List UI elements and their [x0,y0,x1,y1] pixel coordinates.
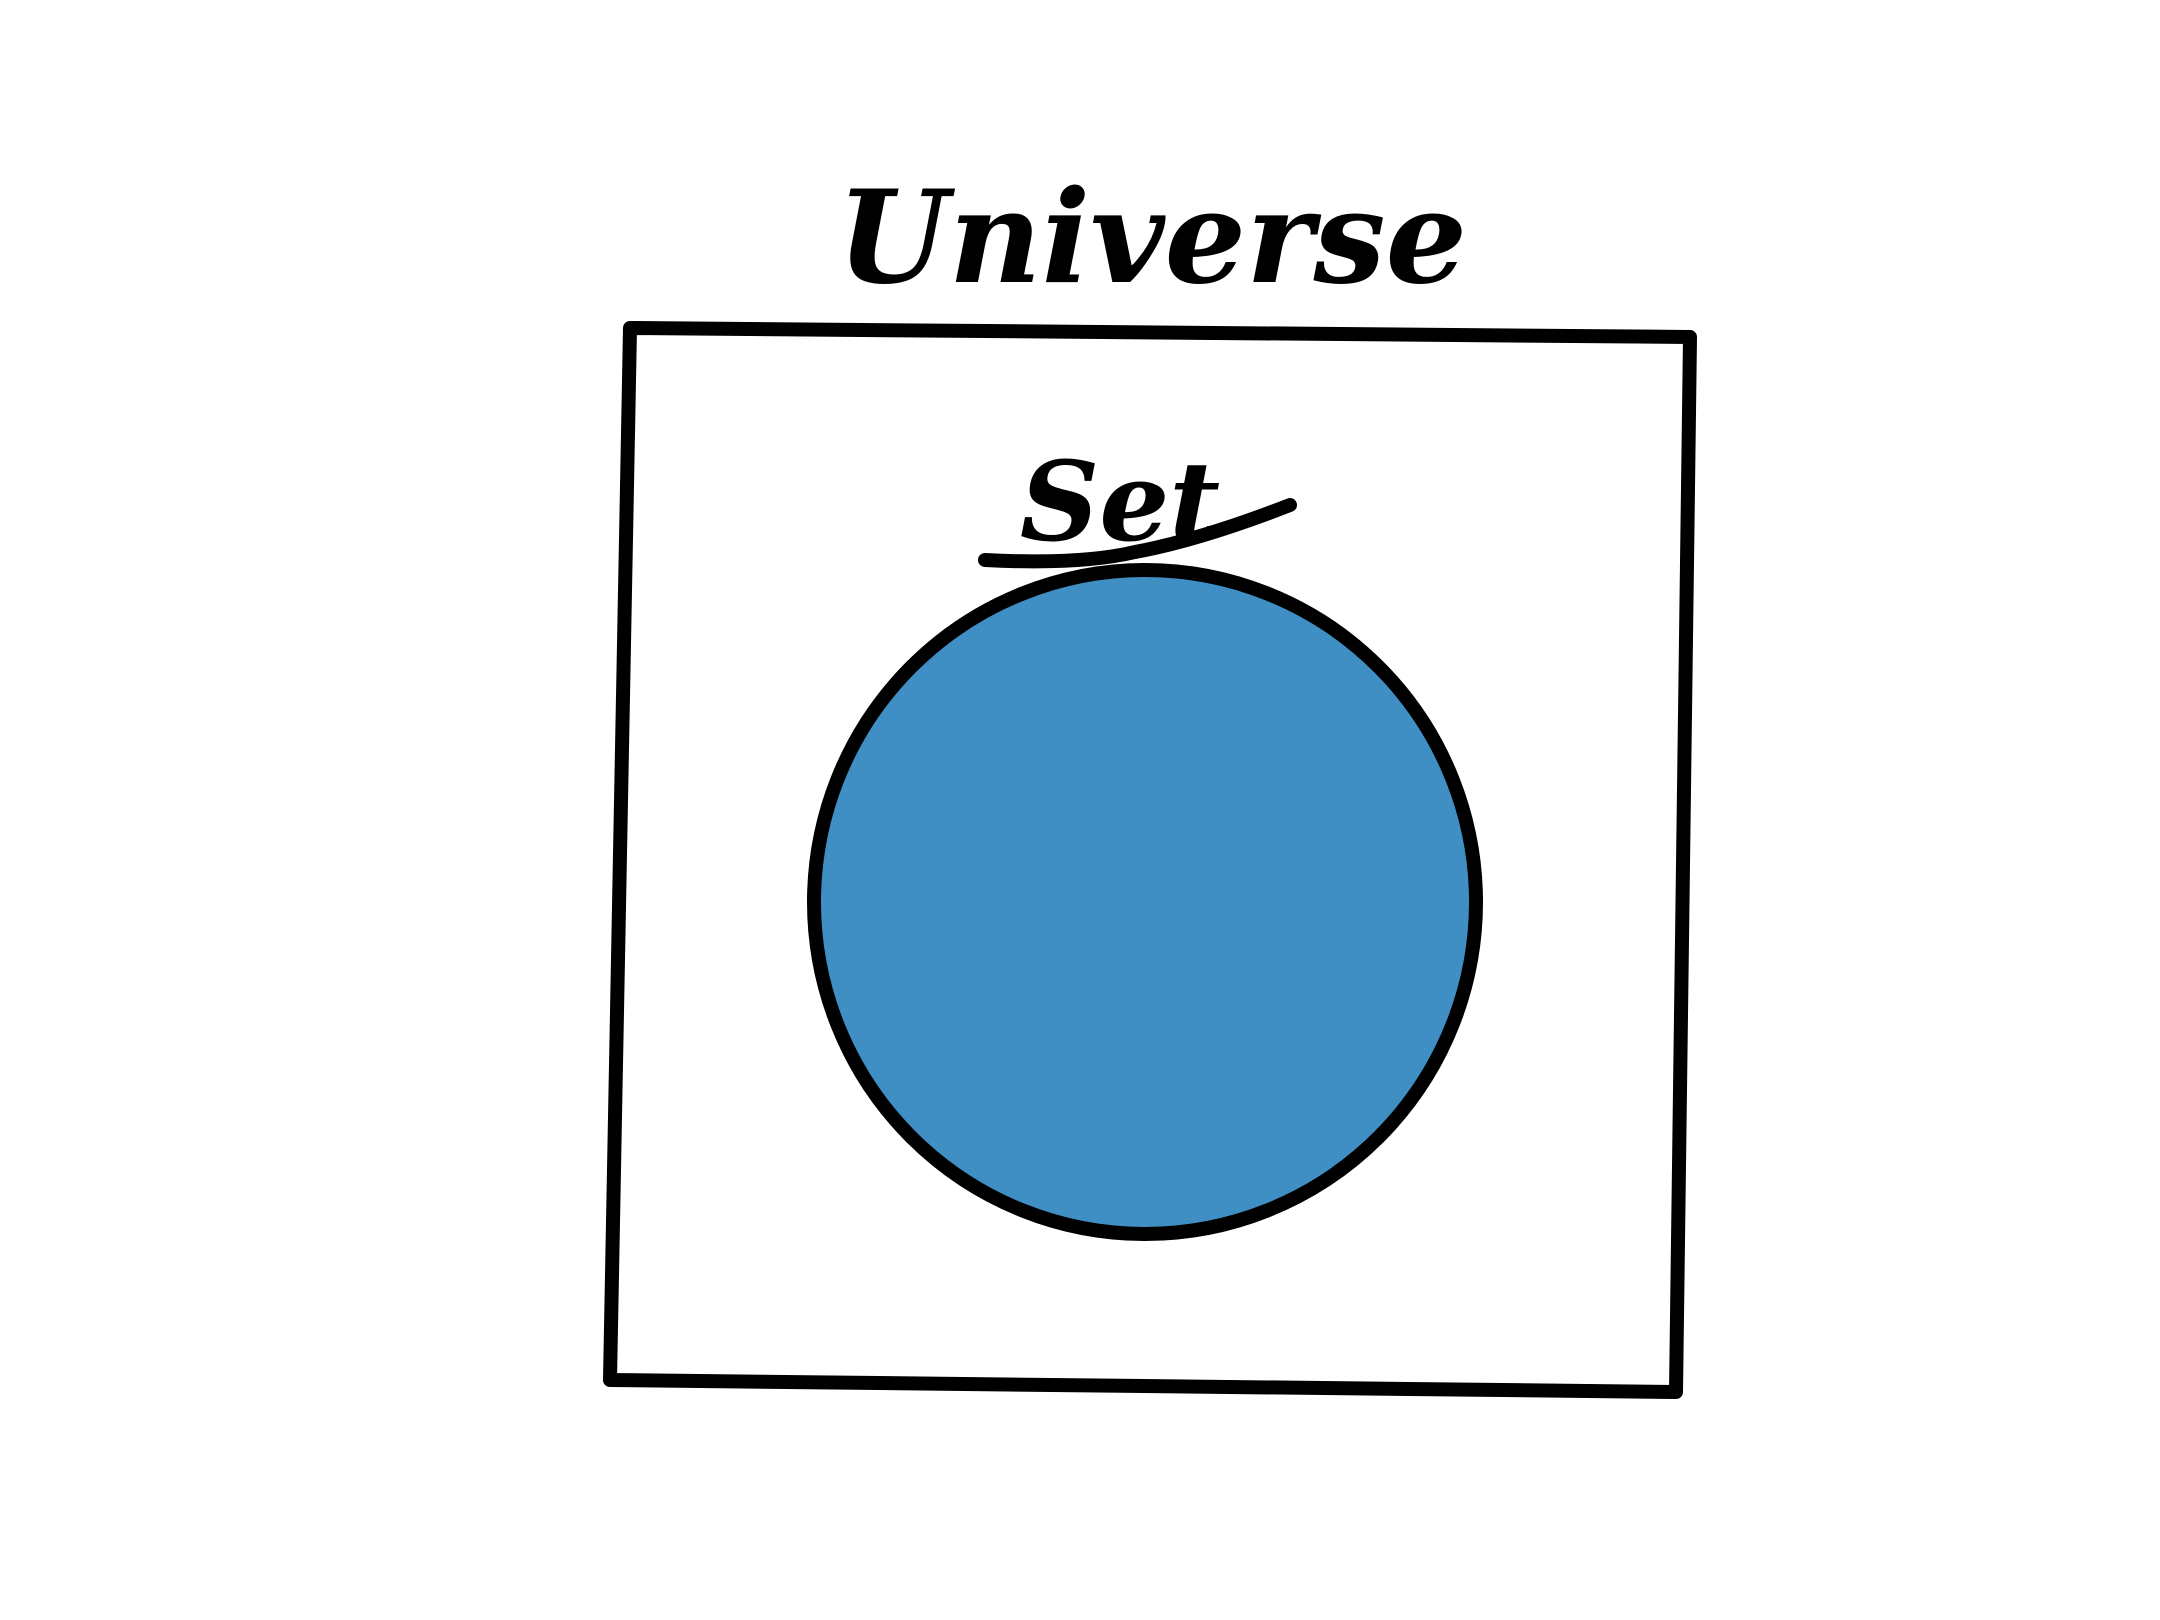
set-label-underline [978,498,1297,569]
universe-rectangle [603,321,1697,1399]
universe-label: Universe [837,163,1467,313]
set-circle [807,563,1483,1241]
set-label: Set [1020,437,1220,566]
